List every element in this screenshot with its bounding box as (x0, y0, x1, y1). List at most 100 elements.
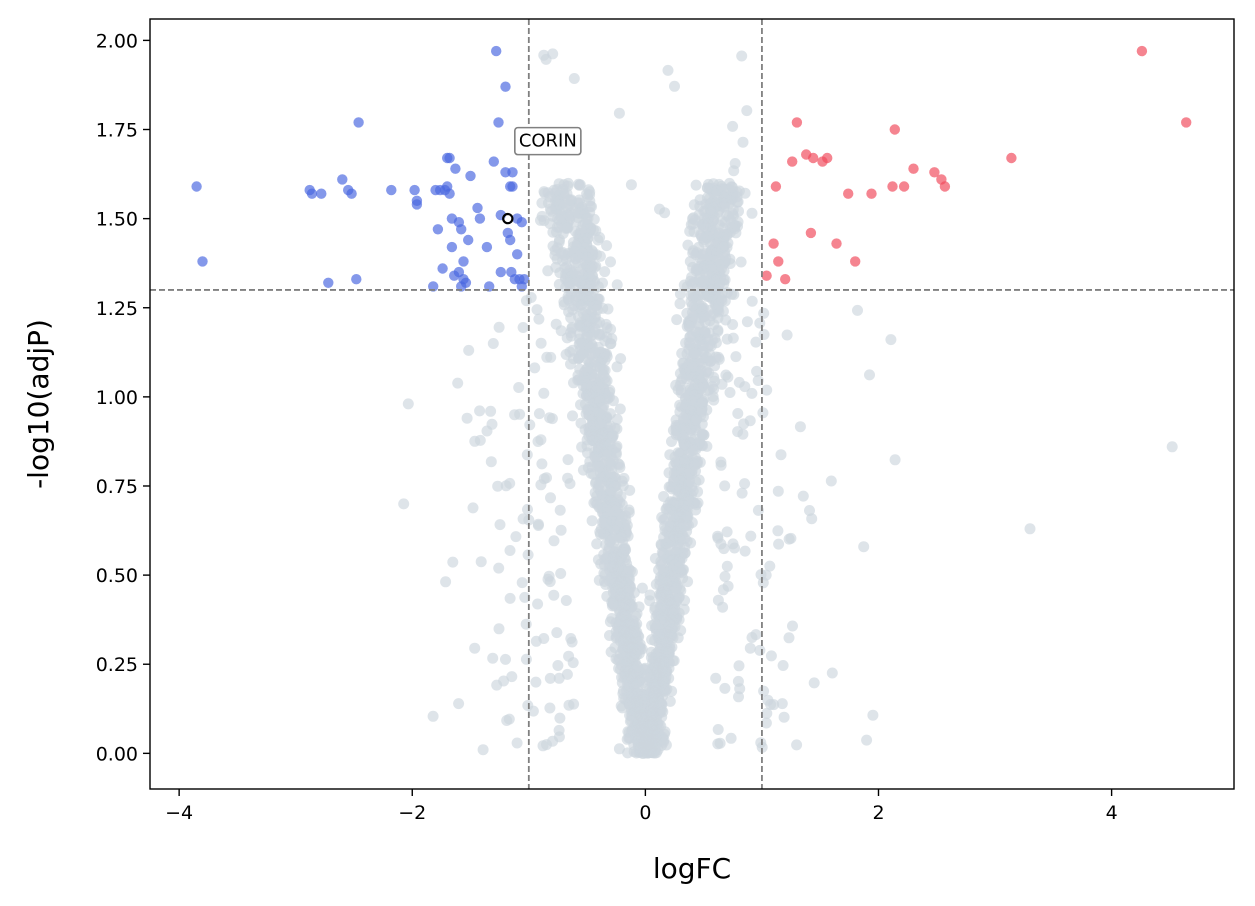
up-point (866, 188, 877, 199)
y-tick-label: 1.50 (96, 209, 138, 231)
ns-point (494, 519, 506, 531)
ns-point (657, 706, 669, 718)
ns-point (589, 323, 601, 335)
ns-point (509, 409, 521, 421)
ns-point (585, 312, 597, 324)
up-point (898, 181, 910, 192)
up-point (808, 152, 819, 164)
ns-point (683, 389, 695, 401)
ns-point (772, 485, 784, 497)
ns-point (826, 667, 838, 679)
ns-point (658, 514, 670, 526)
ns-point (679, 454, 691, 466)
ns-point (666, 510, 678, 522)
down-point (472, 202, 483, 214)
ns-point (885, 334, 897, 346)
ns-point (728, 289, 740, 300)
ns-point (736, 50, 748, 62)
ns-point (765, 699, 777, 710)
ns-point (592, 554, 604, 566)
ns-point (551, 184, 563, 195)
x-tick-label: −2 (398, 802, 426, 824)
ns-point (717, 601, 729, 613)
ns-point (532, 518, 544, 530)
ns-point (672, 384, 684, 396)
ns-point (506, 671, 518, 683)
ns-point (637, 689, 649, 701)
ns-point (572, 207, 584, 219)
ns-point (633, 601, 645, 613)
ns-point (566, 323, 578, 335)
ns-point (545, 492, 556, 504)
ns-point (541, 472, 552, 484)
down-point (432, 224, 444, 235)
ns-point (668, 655, 680, 667)
down-point (437, 263, 448, 274)
ns-point (712, 724, 724, 735)
ns-point (599, 388, 611, 399)
ns-point (690, 414, 702, 426)
ns-point (586, 515, 598, 527)
ns-point (546, 413, 558, 425)
down-point (446, 241, 458, 253)
ns-point (695, 365, 707, 377)
ns-point (719, 480, 731, 492)
up-point (850, 256, 861, 267)
x-tick-label: 0 (639, 802, 651, 824)
ns-point (712, 530, 724, 542)
ns-point (797, 490, 809, 502)
x-tick-label: −4 (165, 802, 193, 824)
ns-point (669, 547, 681, 558)
ns-point (592, 304, 604, 316)
ns-point (716, 378, 728, 390)
ns-point (653, 629, 665, 641)
ns-point (522, 503, 533, 515)
ns-point (563, 699, 575, 711)
ns-point (553, 672, 565, 684)
down-point (323, 277, 334, 288)
ns-point (751, 365, 763, 377)
ns-point (889, 454, 901, 466)
ns-point (605, 646, 617, 658)
ns-point (664, 449, 676, 461)
ns-point (552, 660, 564, 671)
ns-point (613, 743, 625, 755)
ns-point (607, 552, 619, 564)
ns-point (681, 307, 693, 319)
ns-point (625, 179, 637, 191)
up-point (939, 181, 951, 192)
ns-point (491, 679, 503, 691)
ns-point (693, 474, 705, 486)
ns-point (504, 592, 516, 604)
ns-point (687, 288, 699, 300)
ns-point (674, 399, 686, 411)
ns-point (713, 229, 725, 241)
ns-point (584, 186, 596, 198)
ns-point (737, 136, 749, 148)
ns-point (568, 377, 579, 389)
ns-point (568, 353, 579, 365)
ns-point (552, 213, 564, 225)
ns-point (718, 278, 730, 290)
ns-point (867, 709, 879, 721)
ns-point (777, 660, 789, 671)
down-point (346, 188, 357, 199)
ns-point (555, 568, 567, 579)
ns-point (447, 556, 459, 568)
ns-point (716, 295, 728, 307)
up-point (773, 256, 784, 267)
ns-point (672, 447, 684, 459)
ns-point (1166, 441, 1178, 453)
ns-point (735, 256, 747, 268)
ns-point (758, 685, 770, 697)
ns-point (772, 525, 784, 537)
ns-point (607, 598, 619, 610)
up-point (787, 156, 798, 167)
ns-point (761, 384, 773, 396)
ns-point (605, 472, 617, 484)
ns-point (699, 327, 711, 339)
ns-point (608, 524, 620, 536)
down-point (519, 274, 530, 285)
ns-point (721, 560, 733, 572)
